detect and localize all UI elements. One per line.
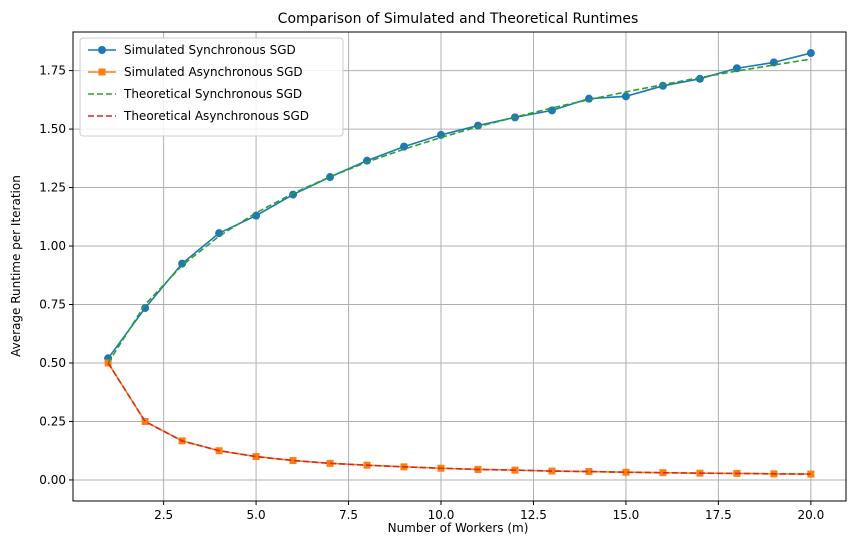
legend-item: Simulated Synchronous SGD (88, 43, 296, 57)
data-point (437, 130, 446, 139)
x-tick-label: 10.0 (428, 508, 455, 522)
x-tick-label: 20.0 (798, 508, 825, 522)
series-line (107, 52, 812, 359)
legend-item: Simulated Asynchronous SGD (88, 65, 303, 79)
series-layer (104, 49, 815, 478)
series-theoretical-asynchronous-sgd (107, 362, 811, 475)
data-point (363, 156, 372, 165)
data-point (807, 470, 815, 478)
data-point (215, 229, 224, 238)
data-point (326, 459, 334, 467)
legend-marker (98, 68, 106, 76)
data-point (252, 211, 261, 220)
legend-label: Theoretical Asynchronous SGD (123, 109, 309, 123)
data-point (326, 173, 335, 182)
y-tick-label: 1.25 (39, 181, 66, 195)
legend-item: Theoretical Synchronous SGD (88, 87, 302, 101)
series-line (107, 362, 811, 475)
grid (73, 32, 846, 501)
x-tick-label: 15.0 (613, 508, 640, 522)
y-tick-label: 0.00 (39, 473, 66, 487)
data-point (695, 74, 704, 83)
legend-label: Theoretical Synchronous SGD (123, 87, 302, 101)
x-tick-label: 7.5 (339, 508, 358, 522)
data-point (178, 259, 187, 268)
data-point (584, 94, 593, 103)
data-point (289, 457, 297, 465)
series-line (107, 362, 811, 475)
data-point (104, 359, 112, 367)
legend-item: Theoretical Asynchronous SGD (88, 109, 309, 123)
y-tick-label: 1.50 (39, 122, 66, 136)
chart-title: Comparison of Simulated and Theoretical … (278, 11, 639, 27)
x-tick-label: 12.5 (520, 508, 547, 522)
legend-box (79, 37, 344, 137)
y-tick-label: 1.75 (39, 64, 66, 78)
data-point (141, 304, 150, 313)
data-point (622, 468, 630, 476)
plot-frame (72, 31, 847, 502)
x-tick-label: 17.5 (705, 508, 732, 522)
legend: Simulated Synchronous SGD Simulated Async… (79, 37, 344, 137)
x-tick-label: 2.5 (154, 508, 173, 522)
y-tick-label: 0.75 (39, 298, 66, 312)
series-line (107, 58, 811, 364)
series-theoretical-synchronous-sgd (107, 58, 811, 364)
legend-label: Simulated Synchronous SGD (124, 43, 296, 57)
data-point (400, 142, 409, 151)
y-axis-ticks: 0.00 0.25 0.50 0.75 1.00 1.25 1.50 1.75 (39, 64, 73, 487)
x-axis-label: Number of Workers (m) (388, 521, 529, 535)
data-point (806, 49, 815, 58)
data-point (252, 453, 260, 461)
legend-label: Simulated Asynchronous SGD (124, 65, 303, 79)
legend-marker (98, 46, 106, 54)
data-point (585, 468, 593, 476)
data-point (659, 469, 667, 477)
series-simulated-synchronous-sgd (104, 49, 815, 363)
y-tick-label: 0.50 (39, 356, 66, 370)
y-axis-label: Average Runtime per Iteration (9, 175, 23, 357)
y-tick-label: 1.00 (39, 239, 66, 253)
series-simulated-asynchronous-sgd (104, 359, 815, 478)
x-tick-label: 5.0 (247, 508, 266, 522)
data-point (141, 417, 149, 425)
data-point (548, 467, 556, 475)
y-tick-label: 0.25 (39, 414, 66, 428)
data-point (621, 92, 630, 101)
x-axis-ticks: 2.5 5.0 7.5 10.0 12.5 15.0 17.5 20.0 (154, 501, 824, 522)
data-point (732, 64, 741, 73)
